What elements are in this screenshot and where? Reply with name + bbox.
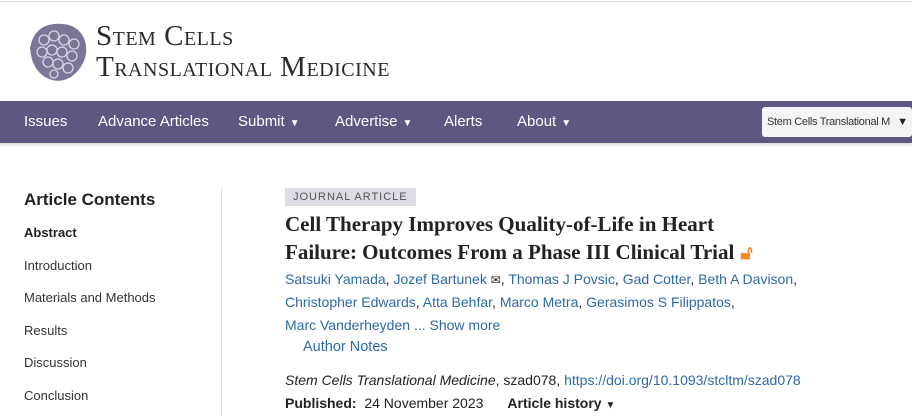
chevron-down-icon: ▼	[402, 118, 413, 129]
sidebar-item-results[interactable]: Results	[24, 323, 68, 338]
nav-submit[interactable]: Submit ▼	[238, 113, 300, 130]
doi-link[interactable]: https://doi.org/10.1093/stcltm/szad078	[564, 372, 801, 388]
main-nav: Issues Advance Articles Submit ▼ Advertis…	[0, 101, 912, 143]
author-link[interactable]: Gerasimos S Filippatos	[586, 294, 731, 310]
published-info: Published: 24 November 2023 Article histo…	[285, 395, 615, 411]
author-link[interactable]: Thomas J Povsic	[508, 271, 615, 287]
sidebar-item-methods[interactable]: Materials and Methods	[24, 290, 156, 305]
published-date: 24 November 2023	[364, 395, 484, 411]
citation: Stem Cells Translational Medicine, szad0…	[285, 372, 801, 388]
journal-select-value: Stem Cells Translational M	[767, 116, 891, 128]
envelope-icon[interactable]: ✉	[490, 273, 501, 287]
author-link[interactable]: Gad Cotter	[622, 271, 691, 287]
chevron-down-icon: ▼	[289, 118, 300, 129]
logo-line-2: Translational Medicine	[96, 51, 390, 83]
nav-about[interactable]: About ▼	[517, 113, 572, 130]
sidebar-item-introduction[interactable]: Introduction	[24, 258, 92, 273]
cell-cluster-logo-icon	[30, 23, 87, 81]
article-contents-heading: Article Contents	[24, 190, 156, 209]
nav-alerts[interactable]: Alerts	[444, 113, 483, 130]
logo-line-1: Stem Cells	[96, 20, 234, 52]
article-title-line: Cell Therapy Improves Quality-of-Life in…	[285, 212, 715, 236]
article-title: Cell Therapy Improves Quality-of-Life in…	[285, 210, 885, 266]
author-link[interactable]: Marco Metra	[499, 294, 579, 310]
nav-issues[interactable]: Issues	[24, 113, 68, 130]
chevron-down-icon: ▼	[605, 400, 616, 411]
article-history-toggle[interactable]: Article history ▼	[507, 395, 616, 411]
chevron-down-icon: ▼	[561, 118, 572, 129]
author-notes-link[interactable]: Author Notes	[303, 339, 388, 355]
journal-logo[interactable]: Stem Cells Translational Medicine	[24, 18, 390, 86]
open-access-icon: 🔓︎	[740, 242, 753, 264]
author-link[interactable]: Atta Behfar	[422, 294, 493, 310]
author-link[interactable]: Jozef Bartunek	[393, 271, 487, 287]
top-border	[0, 0, 912, 2]
author-link[interactable]: Christopher Edwards	[285, 294, 416, 310]
sidebar-item-discussion[interactable]: Discussion	[24, 355, 87, 370]
sidebar-item-abstract[interactable]: Abstract	[24, 225, 77, 240]
ellipsis: ...	[413, 317, 426, 333]
journal-select[interactable]: Stem Cells Translational M ▼	[762, 107, 912, 137]
author-link[interactable]: Beth A Davison	[698, 271, 794, 287]
nav-advance-articles[interactable]: Advance Articles	[98, 113, 209, 130]
article-title-line: Failure: Outcomes From a Phase III Clini…	[285, 240, 753, 264]
citation-journal: Stem Cells Translational Medicine	[285, 372, 496, 388]
nav-advertise[interactable]: Advertise ▼	[335, 113, 413, 130]
article-type-badge: JOURNAL ARTICLE	[285, 188, 416, 206]
author-link[interactable]: Satsuki Yamada	[285, 271, 386, 287]
sidebar-divider	[221, 188, 222, 416]
sidebar-item-conclusion[interactable]: Conclusion	[24, 388, 89, 403]
dropdown-arrow-icon: ▼	[895, 107, 908, 137]
show-more-link[interactable]: Show more	[429, 317, 501, 333]
author-list: Satsuki Yamada, Jozef Bartunek ✉, Thomas…	[285, 271, 798, 333]
citation-id: , szad078,	[495, 372, 565, 388]
author-link[interactable]: Marc Vanderheyden	[285, 317, 411, 333]
published-label: Published:	[285, 395, 357, 411]
